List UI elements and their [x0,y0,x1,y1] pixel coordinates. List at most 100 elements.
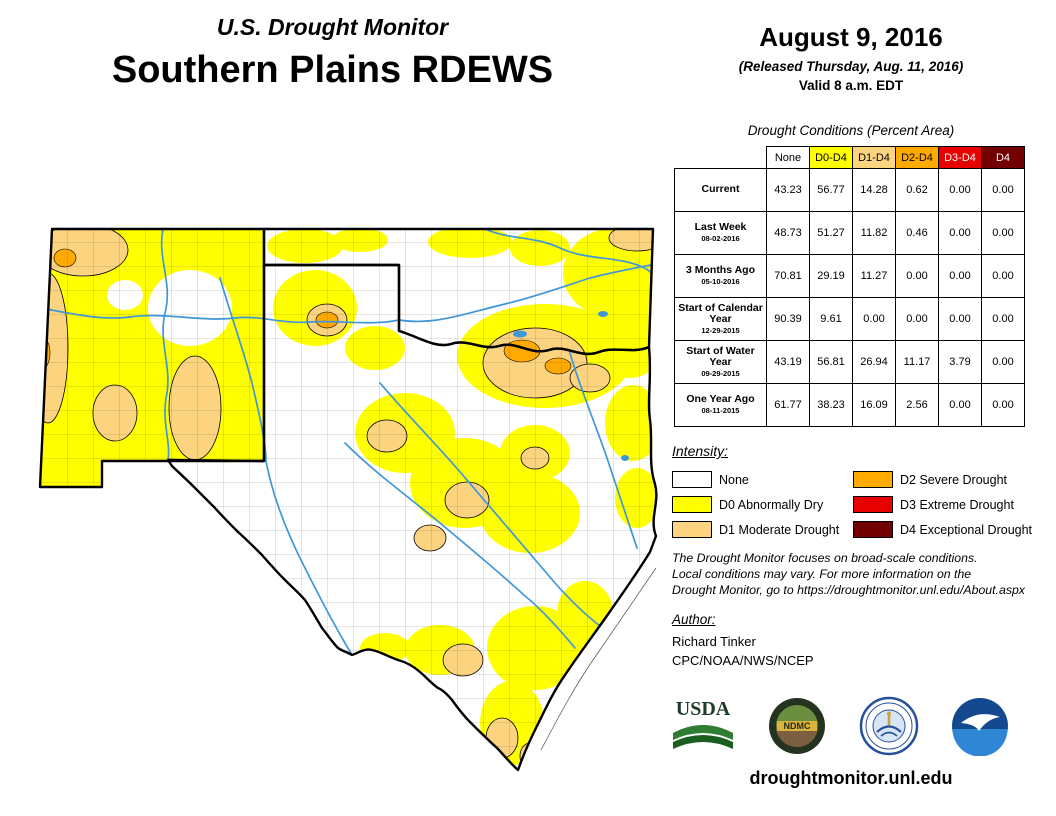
legend-item: D1 Moderate Drought [672,517,853,542]
table-title: Drought Conditions (Percent Area) [747,123,955,138]
row-label: One Year Ago 08-11-2015 [674,383,767,427]
legend-grid: None D0 Abnormally Dry D1 Moderate Droug… [672,467,1040,542]
valid-time: Valid 8 a.m. EDT [798,78,904,93]
release-date: (Released Thursday, Aug. 11, 2016) [738,59,964,74]
value-cell: 16.09 [852,383,896,427]
value-cell: 0.00 [981,168,1025,212]
disclaimer-line: Local conditions may vary. For more info… [672,566,972,581]
author-title: Author: [672,612,716,627]
value-cell: 0.00 [938,383,982,427]
table-row: Last Week 08-02-2016 48.73 51.27 11.82 0.… [674,211,1025,255]
state-outlines [38,227,658,772]
row-label: 3 Months Ago 05-10-2016 [674,254,767,298]
value-cell: 11.27 [852,254,896,298]
table-row: 3 Months Ago 05-10-2016 70.81 29.19 11.27… [674,254,1025,298]
canadian-river [40,264,652,324]
trinity-river [569,352,638,549]
county-grid [40,229,657,770]
value-cell: 0.00 [895,297,939,341]
legend-label: D0 Abnormally Dry [719,497,824,512]
value-cell: 51.27 [809,211,853,255]
legend-label: None [719,472,749,487]
table-row: Start of Water Year 09-29-2015 43.19 56.8… [674,340,1025,384]
author-org: CPC/NOAA/NWS/NCEP [672,653,814,668]
value-cell: 90.39 [766,297,810,341]
legend-item: D3 Extreme Drought [853,492,1040,517]
value-cell: 0.00 [981,254,1025,298]
value-cell: 0.00 [852,297,896,341]
value-cell: 0.00 [981,383,1025,427]
disclaimer-line: Drought Monitor, go to https://droughtmo… [672,582,1025,597]
column-header: D1-D4 [852,146,896,169]
color-swatch-d2 [853,471,893,488]
row-label: Start of Calendar Year 12-29-2015 [674,297,767,341]
noaa-logo [950,696,1010,761]
column-header: D4 [981,146,1025,169]
author-block: Author: Richard Tinker CPC/NOAA/NWS/NCEP [672,612,814,668]
column-header: D2-D4 [895,146,939,169]
legend-item: D2 Severe Drought [853,467,1040,492]
disclaimer-line: The Drought Monitor focuses on broad-sca… [672,551,978,565]
corner-cell [675,147,767,169]
value-cell: 0.00 [938,297,982,341]
table-row: Current 43.23 56.77 14.28 0.62 0.00 0.00 [674,168,1025,212]
pecos-river [219,277,353,656]
site-url: droughtmonitor.unl.edu [749,768,953,788]
value-cell: 0.46 [895,211,939,255]
legend: Intensity: None D0 Abnormally Dry D1 Mod… [672,443,1040,542]
value-cell: 56.77 [809,168,853,212]
legend-label: D2 Severe Drought [900,472,1008,487]
drought-map [15,218,675,803]
value-cell: 43.19 [766,340,810,384]
value-cell: 0.00 [938,254,982,298]
row-label: Last Week 08-02-2016 [674,211,767,255]
value-cell: 0.62 [895,168,939,212]
value-cell: 14.28 [852,168,896,212]
table-row: One Year Ago 08-11-2015 61.77 38.23 16.09… [674,383,1025,427]
rio-grande-river [160,229,170,461]
value-cell: 38.23 [809,383,853,427]
author-name: Richard Tinker [672,634,756,649]
texas-outline [166,263,658,772]
column-header: D0-D4 [809,146,853,169]
disclaimer: The Drought Monitor focuses on broad-sca… [672,551,1052,599]
ndmc-logo: NDMC [767,696,827,761]
legend-label: D3 Extreme Drought [900,497,1014,512]
row-label: Start of Water Year 09-29-2015 [674,340,767,384]
colorado-river [344,442,576,649]
color-swatch-d1 [672,521,712,538]
report-title: Southern Plains RDEWS [111,49,554,91]
value-cell: 70.81 [766,254,810,298]
value-cell: 0.00 [981,211,1025,255]
report-date: August 9, 2016 [759,22,943,52]
column-header: D3-D4 [938,146,982,169]
svg-text:USDA: USDA [676,698,731,720]
legend-item: None [672,467,853,492]
arkansas-river [484,229,652,274]
value-cell: 0.00 [981,297,1025,341]
drought-monitor-kicker: U.S. Drought Monitor [216,14,449,40]
value-cell: 11.82 [852,211,896,255]
lakes [513,311,629,461]
brazos-river [379,382,601,627]
color-swatch-d0 [672,496,712,513]
value-cell: 56.81 [809,340,853,384]
map-header: U.S. Drought Monitor Southern Plains RDE… [0,14,665,92]
date-block: August 9, 2016 (Released Thursday, Aug. … [674,22,1028,93]
value-cell: 29.19 [809,254,853,298]
logos-row: USDA NDMC [670,695,1010,762]
coastline-detail [540,567,657,751]
legend-title: Intensity: [672,443,729,459]
legend-item: D0 Abnormally Dry [672,492,853,517]
value-cell: 0.00 [938,168,982,212]
value-cell: 2.56 [895,383,939,427]
value-cell: 43.23 [766,168,810,212]
commerce-seal-logo [859,696,919,761]
value-cell: 3.79 [938,340,982,384]
value-cell: 48.73 [766,211,810,255]
value-cell: 0.00 [981,340,1025,384]
legend-item: D4 Exceptional Drought [853,517,1040,542]
svg-text:NDMC: NDMC [784,721,811,731]
legend-label: D1 Moderate Drought [719,522,840,537]
